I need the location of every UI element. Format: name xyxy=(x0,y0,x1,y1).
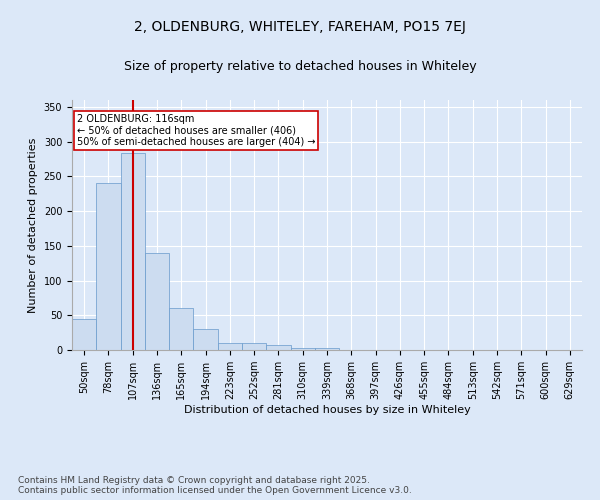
Bar xyxy=(193,329,218,350)
X-axis label: Distribution of detached houses by size in Whiteley: Distribution of detached houses by size … xyxy=(184,405,470,415)
Bar xyxy=(121,154,145,350)
Bar xyxy=(290,348,315,350)
Text: 2, OLDENBURG, WHITELEY, FAREHAM, PO15 7EJ: 2, OLDENBURG, WHITELEY, FAREHAM, PO15 7E… xyxy=(134,20,466,34)
Text: Size of property relative to detached houses in Whiteley: Size of property relative to detached ho… xyxy=(124,60,476,73)
Bar xyxy=(72,319,96,350)
Bar xyxy=(242,343,266,350)
Bar xyxy=(169,308,193,350)
Bar xyxy=(266,345,290,350)
Bar xyxy=(96,184,121,350)
Bar xyxy=(315,348,339,350)
Bar xyxy=(145,253,169,350)
Text: 2 OLDENBURG: 116sqm
← 50% of detached houses are smaller (406)
50% of semi-detac: 2 OLDENBURG: 116sqm ← 50% of detached ho… xyxy=(77,114,316,147)
Y-axis label: Number of detached properties: Number of detached properties xyxy=(28,138,38,312)
Bar xyxy=(218,343,242,350)
Text: Contains HM Land Registry data © Crown copyright and database right 2025.
Contai: Contains HM Land Registry data © Crown c… xyxy=(18,476,412,495)
